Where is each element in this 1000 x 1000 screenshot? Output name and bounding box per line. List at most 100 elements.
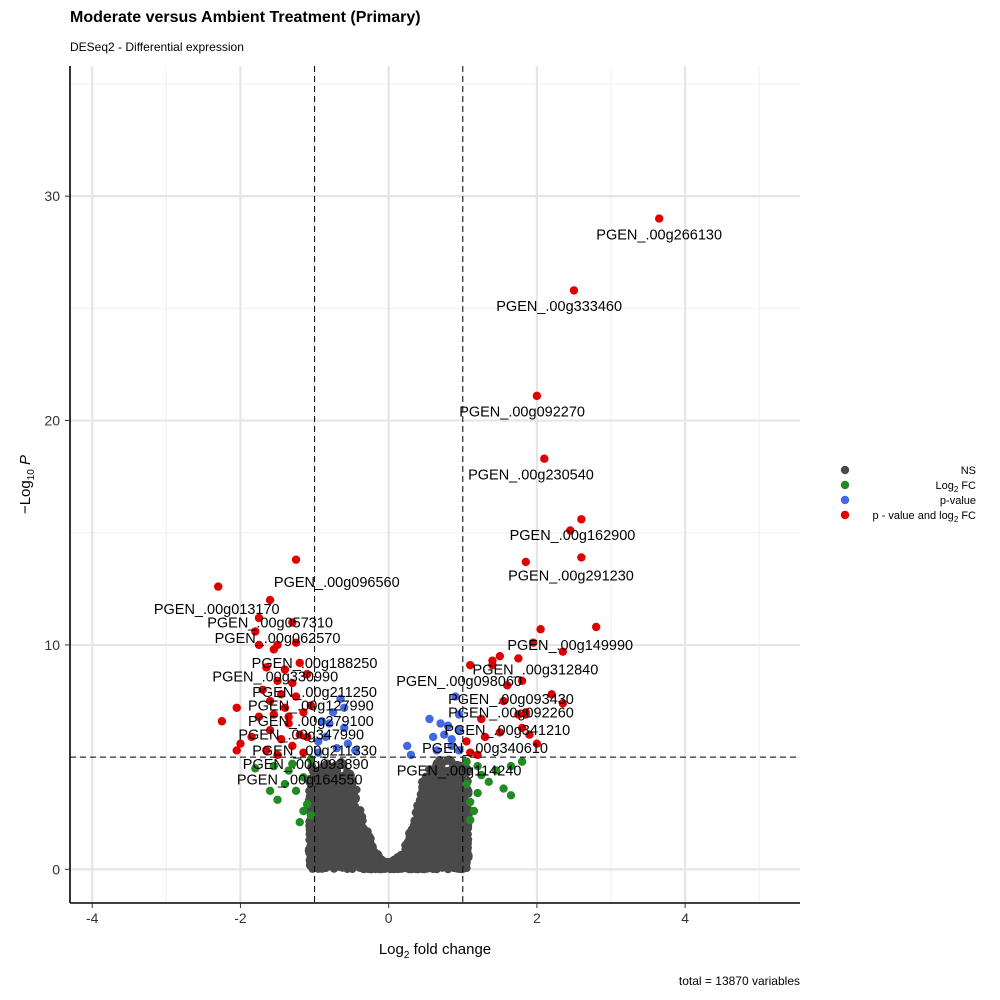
significant-point: [299, 748, 308, 757]
ns-point: [354, 809, 363, 818]
significant-point: [462, 737, 471, 746]
log2fc-point: [291, 786, 301, 796]
axes: -4 -2 0 2 4 0 10 20 30 Log2 fold change −Log10 P: [17, 66, 800, 961]
significant-point: [532, 739, 542, 748]
ns-point: [307, 761, 316, 770]
pvalue-point: [340, 703, 349, 712]
legend-swatch: [840, 495, 850, 505]
gene-label: PGEN_.00g149990: [507, 638, 633, 654]
significant-point: [517, 676, 527, 686]
ns-point: [333, 760, 342, 769]
significant-point: [302, 732, 312, 742]
log2fc-point: [306, 811, 316, 820]
ns-point: [438, 770, 447, 779]
ns-point: [362, 829, 371, 838]
log2fc-point: [302, 800, 312, 809]
pvalue-point: [314, 737, 323, 746]
pvalue-point: [432, 746, 442, 755]
significant-point: [280, 703, 290, 712]
y-tick-label: 20: [44, 413, 60, 429]
ns-point: [451, 859, 460, 868]
gene-label: PGEN_.00g093890: [243, 757, 369, 773]
cutoff-lines: [70, 66, 800, 903]
significant-point: [217, 717, 227, 726]
pvalue-point: [447, 741, 456, 751]
significant-point: [247, 732, 256, 742]
gene-label: PGEN_.00g347990: [238, 728, 364, 744]
gene-label: PGEN_.00g291230: [508, 568, 634, 584]
legend-label: NS: [961, 465, 976, 477]
significant-point: [540, 454, 549, 463]
significant-point: [480, 732, 490, 742]
pvalue-point: [403, 741, 412, 751]
ns-point: [346, 769, 355, 778]
gene-label: PGEN_.00g164550: [237, 773, 363, 789]
log2fc-point: [284, 766, 293, 775]
ns-point: [460, 822, 469, 831]
ns-point: [436, 787, 445, 796]
legend-swatch: [840, 465, 850, 475]
ns-point: [396, 863, 405, 872]
gene-label: PGEN_.00g114240: [397, 764, 522, 780]
log2fc-point: [491, 766, 501, 775]
significant-point: [577, 515, 586, 524]
pvalue-point: [336, 694, 345, 703]
significant-point: [277, 734, 286, 744]
ns-point: [319, 797, 328, 806]
log2fc-point: [265, 786, 275, 796]
log2fc-point: [462, 779, 471, 789]
significant-point: [558, 699, 568, 708]
ns-point: [347, 781, 356, 790]
pvalue-point: [340, 723, 349, 733]
ns-point: [314, 779, 323, 788]
ns-point: [321, 785, 330, 794]
ns-point: [407, 865, 416, 874]
log2fc-point: [473, 761, 482, 771]
ns-point: [316, 817, 325, 826]
pvalue-point: [436, 719, 445, 728]
log2fc-point: [506, 791, 516, 800]
ns-point: [431, 802, 440, 811]
log2fc-point: [299, 806, 308, 816]
ns-point: [437, 763, 446, 772]
ns-point: [442, 806, 451, 815]
ns-point: [445, 794, 454, 803]
ns-point: [422, 785, 431, 794]
ns-point: [316, 768, 325, 777]
log2fc-point: [288, 759, 297, 769]
significant-point: [291, 638, 301, 647]
ns-point: [460, 850, 469, 859]
ns-point: [324, 825, 333, 834]
significant-point: [466, 748, 475, 757]
x-tick-label: 2: [533, 910, 541, 926]
significant-point: [280, 665, 290, 674]
y-tick-label: 10: [44, 637, 60, 653]
ns-point: [402, 850, 411, 859]
ns-point: [437, 861, 446, 870]
significant-point: [466, 660, 475, 670]
log2fc-point: [280, 779, 290, 789]
significant-point: [654, 214, 664, 223]
significant-point: [566, 526, 575, 535]
ns-point: [305, 792, 314, 801]
ns-point: [455, 761, 464, 770]
ns-point: [454, 796, 463, 805]
pvalue-point: [314, 748, 323, 757]
significant-point: [536, 625, 545, 634]
ns-point: [353, 842, 362, 851]
ns-point: [306, 834, 315, 843]
significant-point: [284, 712, 293, 721]
ns-cloud: [304, 755, 473, 874]
gene-label: PGEN_.00g062570: [215, 631, 341, 647]
ns-point: [460, 864, 469, 873]
ns-point: [330, 864, 339, 873]
ns-point: [352, 834, 361, 843]
significant-point: [284, 719, 293, 728]
ns-point: [428, 841, 437, 850]
legend-swatch: [840, 510, 850, 520]
significant-point: [521, 557, 530, 567]
x-tick-label: -2: [234, 910, 247, 926]
significant-point: [258, 685, 267, 695]
significant-point: [232, 746, 241, 755]
ns-point: [453, 790, 462, 799]
